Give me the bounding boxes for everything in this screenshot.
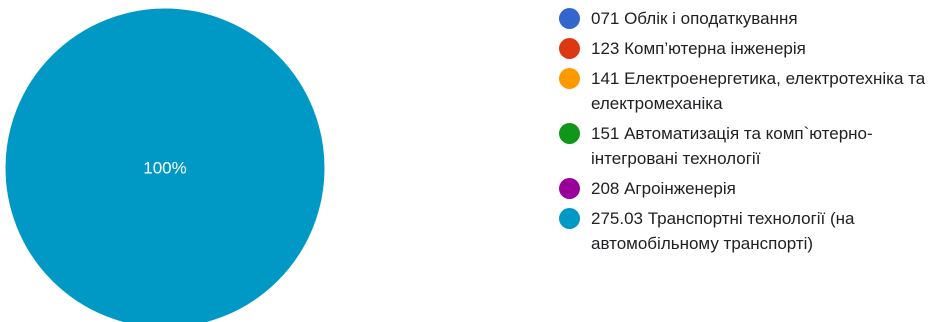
legend-label: 123 Комп’ютерна інженерія	[591, 39, 806, 58]
legend-label: 141 Електроенергетика, електротехніка та…	[591, 69, 926, 113]
slice-percent-label: 100%	[143, 159, 186, 178]
legend-item: 151 Автоматизація та комп`ютерно-інтегро…	[559, 121, 944, 171]
legend-item: 071 Облік і оподаткування	[559, 6, 944, 31]
legend-item: 275.03 Транспортні технології (на автомо…	[559, 206, 944, 256]
legend-label: 275.03 Транспортні технології (на автомо…	[591, 209, 855, 253]
legend-item: 208 Агроінженерія	[559, 176, 944, 201]
legend-swatch-icon	[559, 123, 580, 144]
legend-swatch-icon	[559, 68, 580, 89]
pie-slice	[4, 7, 326, 322]
legend-item: 141 Електроенергетика, електротехніка та…	[559, 66, 944, 116]
legend-swatch-icon	[559, 208, 580, 229]
chart-legend: 071 Облік і оподаткування 123 Комп’ютерна…	[559, 6, 944, 261]
legend-swatch-icon	[559, 38, 580, 59]
legend-swatch-icon	[559, 8, 580, 29]
legend-label: 071 Облік і оподаткування	[591, 9, 798, 28]
legend-label: 151 Автоматизація та комп`ютерно-інтегро…	[591, 124, 873, 168]
legend-label: 208 Агроінженерія	[591, 179, 736, 198]
legend-item: 123 Комп’ютерна інженерія	[559, 36, 944, 61]
legend-swatch-icon	[559, 178, 580, 199]
